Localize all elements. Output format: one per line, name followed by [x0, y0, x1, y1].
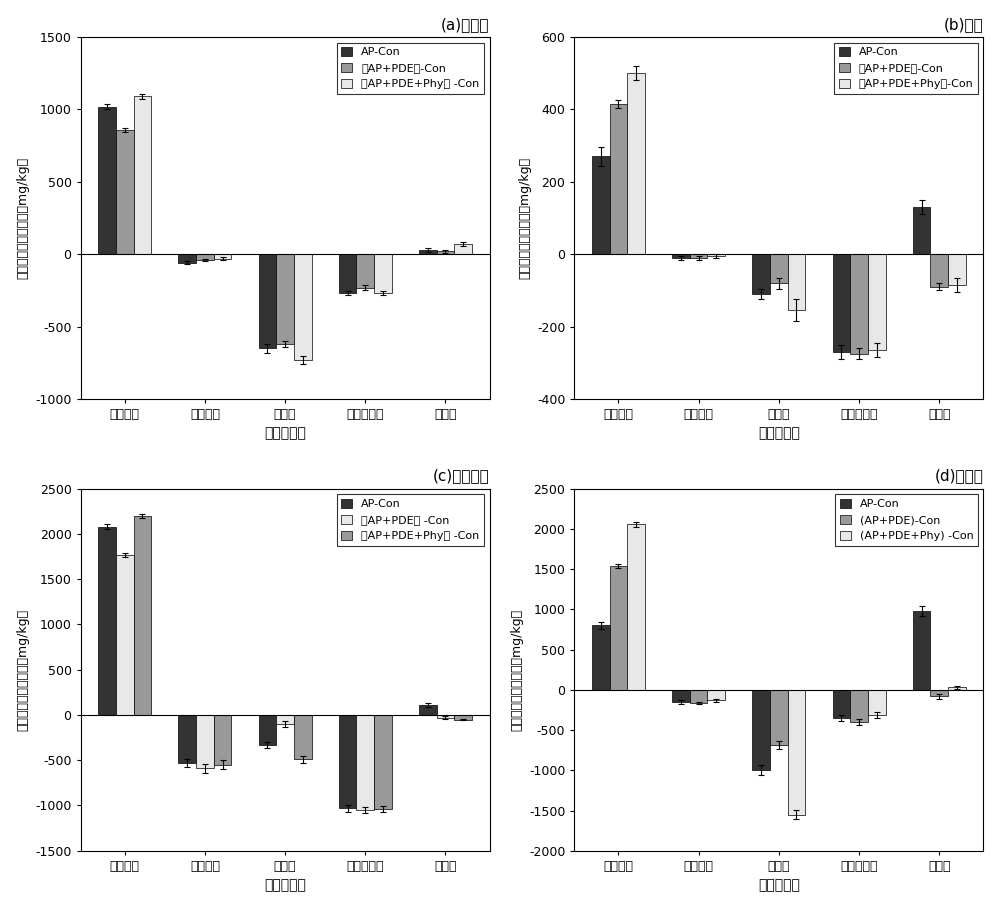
X-axis label: 磷组分名称: 磷组分名称	[264, 878, 306, 893]
Bar	[707, 255, 725, 256]
Bar	[627, 524, 645, 690]
Legend: AP-Con, （AP+PDE）-Con, （AP+PDE+Phy） -Con: AP-Con, （AP+PDE）-Con, （AP+PDE+Phy） -Con	[337, 43, 484, 94]
Y-axis label: 各种酶作用下磷组分（mg/kg）: 各种酶作用下磷组分（mg/kg）	[518, 157, 531, 279]
Bar	[752, 690, 770, 770]
Bar	[788, 690, 805, 814]
Bar	[592, 625, 610, 690]
Bar	[98, 106, 116, 255]
Bar	[196, 255, 214, 260]
Bar	[707, 690, 725, 700]
Text: (d)微囊藻: (d)微囊藻	[934, 468, 983, 484]
Text: (b)芦馇: (b)芦馇	[944, 16, 983, 32]
Y-axis label: 各种酶作用下磷组分（mg/kg）: 各种酶作用下磷组分（mg/kg）	[17, 157, 30, 279]
X-axis label: 磷组分名称: 磷组分名称	[758, 426, 800, 441]
Y-axis label: 各种酶作用下磷组分（mg/kg）: 各种酶作用下磷组分（mg/kg）	[17, 609, 30, 731]
Bar	[948, 687, 966, 690]
Bar	[690, 690, 707, 703]
Bar	[833, 255, 850, 352]
Legend: AP-Con, （AP+PDE）-Con, （AP+PDE+Phy）-Con: AP-Con, （AP+PDE）-Con, （AP+PDE+Phy）-Con	[834, 43, 978, 94]
Bar	[276, 255, 294, 344]
X-axis label: 磷组分名称: 磷组分名称	[264, 426, 306, 441]
Legend: AP-Con, (AP+PDE)-Con, (AP+PDE+Phy) -Con: AP-Con, (AP+PDE)-Con, (AP+PDE+Phy) -Con	[835, 494, 978, 545]
Bar	[770, 255, 788, 284]
Bar	[116, 554, 134, 715]
Bar	[788, 255, 805, 310]
Bar	[214, 255, 231, 258]
Bar	[850, 690, 868, 722]
X-axis label: 磷组分名称: 磷组分名称	[758, 878, 800, 893]
Bar	[913, 207, 930, 255]
Text: (c)轮叶黑藻: (c)轮叶黑藻	[433, 468, 490, 484]
Bar	[948, 255, 966, 285]
Legend: AP-Con, （AP+PDE） -Con, （AP+PDE+Phy） -Con: AP-Con, （AP+PDE） -Con, （AP+PDE+Phy） -Con	[337, 494, 484, 545]
Bar	[294, 255, 312, 360]
Bar	[930, 690, 948, 696]
Bar	[178, 715, 196, 763]
Bar	[178, 255, 196, 263]
Bar	[592, 156, 610, 255]
Bar	[437, 715, 454, 718]
Text: (a)狐尾藻: (a)狐尾藻	[441, 16, 490, 32]
Bar	[850, 255, 868, 354]
Bar	[913, 611, 930, 690]
Bar	[419, 250, 437, 255]
Bar	[672, 255, 690, 258]
Bar	[356, 255, 374, 287]
Bar	[374, 255, 392, 294]
Bar	[454, 715, 472, 720]
Bar	[770, 690, 788, 744]
Bar	[610, 566, 627, 690]
Bar	[196, 715, 214, 768]
Bar	[116, 130, 134, 255]
Bar	[437, 251, 454, 255]
Bar	[339, 715, 356, 808]
Bar	[868, 690, 886, 714]
Bar	[259, 715, 276, 744]
Bar	[627, 74, 645, 255]
Bar	[690, 255, 707, 258]
Bar	[672, 690, 690, 702]
Bar	[868, 255, 886, 350]
Bar	[259, 255, 276, 348]
Bar	[356, 715, 374, 810]
Bar	[276, 715, 294, 724]
Bar	[98, 526, 116, 715]
Bar	[419, 705, 437, 715]
Bar	[454, 245, 472, 255]
Bar	[134, 96, 151, 255]
Bar	[930, 255, 948, 287]
Bar	[610, 104, 627, 255]
Y-axis label: 各种酶作用下磷组分（mg/kg）: 各种酶作用下磷组分（mg/kg）	[510, 609, 523, 731]
Bar	[374, 715, 392, 809]
Bar	[339, 255, 356, 294]
Bar	[294, 715, 312, 759]
Bar	[752, 255, 770, 294]
Bar	[833, 690, 850, 718]
Bar	[134, 516, 151, 715]
Bar	[214, 715, 231, 764]
